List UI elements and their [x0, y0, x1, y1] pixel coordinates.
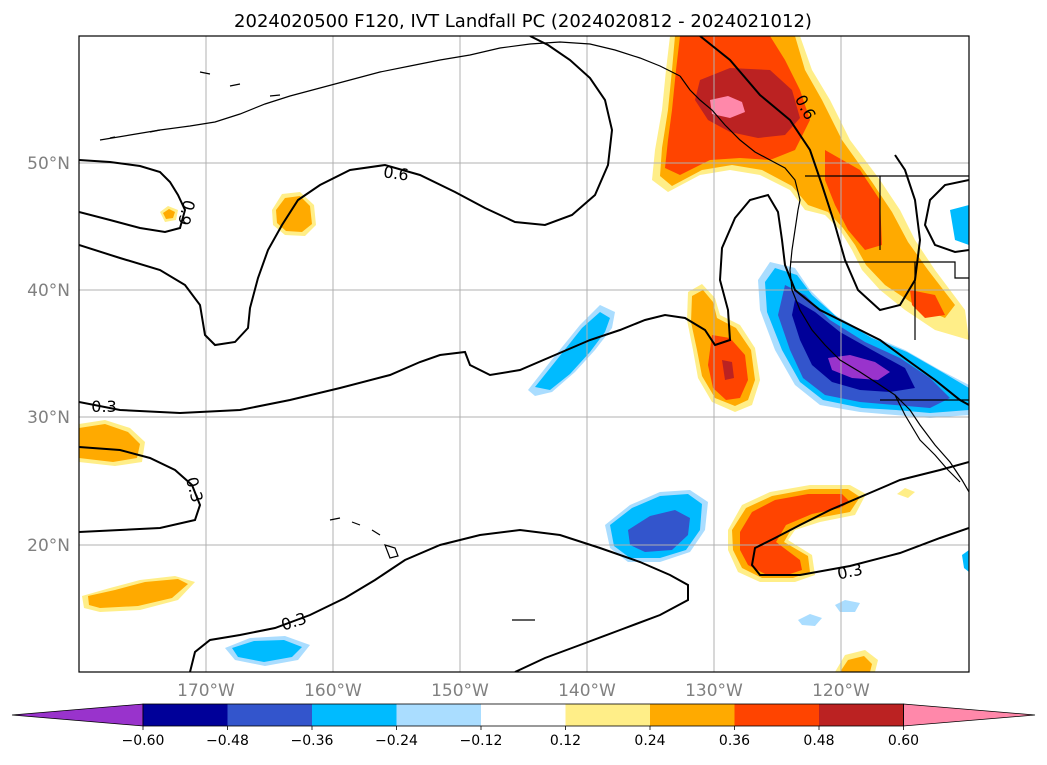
- colorbar-extend-high: [903, 703, 1036, 727]
- lat-tick-labels: 50°N 40°N 30°N 20°N: [27, 154, 70, 556]
- positive-anomaly-offshore-3: [722, 360, 734, 380]
- positive-anomaly-west-1b: [79, 424, 140, 462]
- positive-anomaly-west-2b: [88, 579, 188, 608]
- colorbar-extend-low: [11, 703, 144, 727]
- colorbar-segment: [819, 704, 904, 726]
- colorbar-tick-label: 0.24: [634, 733, 665, 749]
- positive-anomaly-small-1b: [276, 196, 312, 232]
- contour-0.6-north: [79, 159, 187, 234]
- colorbar-tick-label: 0.12: [550, 733, 581, 749]
- coastlines: [99, 41, 969, 621]
- colorbar-segment: [396, 704, 481, 726]
- colorbar-tick-label: 0.48: [803, 733, 834, 749]
- contour-0.3-east: [750, 461, 969, 576]
- contour-label: 0.3: [835, 560, 864, 584]
- contour-0.6-main: [699, 36, 922, 312]
- colorbar: −0.60 −0.48 −0.36 −0.24 −0.12 0.12 0.24 0.36 0.4…: [11, 703, 1036, 749]
- colorbar-tick-label: −0.12: [460, 733, 503, 749]
- coastline-alaska: [99, 41, 681, 141]
- colorbar-tick-label: 0.36: [719, 733, 750, 749]
- colorbar-segment: [143, 704, 228, 726]
- lat-tick-label: 50°N: [27, 154, 70, 174]
- lon-tick-label: 130°W: [685, 681, 743, 701]
- colorbar-segment: [227, 704, 312, 726]
- positive-anomaly-small-2b: [163, 209, 175, 219]
- colorbar-segment: [481, 704, 566, 726]
- positive-anomaly-bottom-b: [840, 656, 872, 672]
- negative-anomaly-tiny-2: [798, 614, 822, 626]
- border-state-1: [790, 261, 969, 279]
- negative-anomaly-south-b: [232, 640, 302, 662]
- colorbar-tick-label: −0.60: [122, 733, 165, 749]
- coastline-bc: [679, 75, 801, 211]
- coastline-baja: [894, 394, 961, 483]
- positive-anomaly-subtrop-2: [740, 494, 850, 574]
- contour-labels: 0.6 0.6 0.9 0.3 0.3 0.3 0.3: [91, 92, 864, 635]
- contour-label: 0.6: [382, 162, 410, 184]
- colorbar-tick-label: 0.60: [888, 733, 919, 749]
- lon-tick-label: 170°W: [177, 681, 235, 701]
- islands-hawaii: [329, 517, 399, 559]
- lat-tick-label: 30°N: [27, 408, 70, 428]
- colorbar-tick-label: −0.36: [291, 733, 334, 749]
- colorbar-tick-label: −0.48: [206, 733, 249, 749]
- contour-0.9: [79, 36, 614, 347]
- contour-0.3-south: [189, 528, 689, 672]
- map-panel: 0.6 0.6 0.9 0.3 0.3 0.3 0.3: [79, 36, 969, 672]
- lon-tick-labels: 170°W 160°W 150°W 140°W 130°W 120°W: [177, 681, 870, 701]
- negative-anomaly-east-edge: [950, 205, 969, 245]
- islands-aleutian: [109, 71, 281, 139]
- contour-0.6-east-edge: [923, 179, 969, 254]
- colorbar-tick-label: −0.24: [375, 733, 418, 749]
- lat-tick-label: 40°N: [27, 281, 70, 301]
- lon-tick-label: 160°W: [304, 681, 362, 701]
- negative-anomaly-midpac-1: [535, 312, 610, 390]
- negative-anomaly-ca-core: [828, 355, 890, 380]
- gridlines: [79, 36, 969, 672]
- contours: [79, 36, 969, 672]
- colorbar-segment: [565, 704, 650, 726]
- lat-tick-label: 20°N: [27, 536, 70, 556]
- lon-tick-label: 150°W: [431, 681, 489, 701]
- positive-anomaly-bc-peak: [710, 96, 745, 118]
- map-title: 2024020500 F120, IVT Landfall PC (202402…: [234, 11, 812, 32]
- contour-0.3-upper: [79, 193, 969, 415]
- positive-anomaly-tiny-3: [897, 488, 915, 498]
- contour-0.3-left: [79, 446, 202, 533]
- negative-anomaly-east-small: [962, 550, 969, 572]
- negative-anomaly-subtrop-2: [628, 510, 690, 552]
- lon-tick-label: 120°W: [812, 681, 870, 701]
- coastline-us-west: [789, 209, 969, 493]
- map-frame: [78, 35, 970, 673]
- contour-label: 0.3: [91, 397, 116, 416]
- lon-tick-label: 140°W: [558, 681, 616, 701]
- colorbar-segment: [734, 704, 819, 726]
- colorbar-segment: [650, 704, 735, 726]
- colorbar-segment: [312, 704, 397, 726]
- colorbar-frame: [142, 703, 904, 727]
